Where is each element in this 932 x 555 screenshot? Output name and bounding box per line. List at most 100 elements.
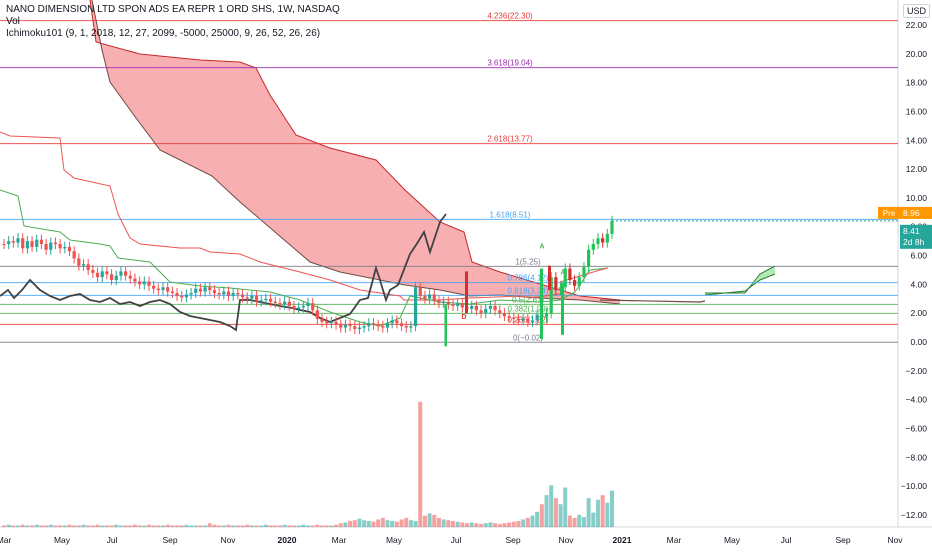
volume-bar — [366, 520, 371, 527]
candle-body — [601, 238, 605, 243]
candle-body — [114, 275, 118, 281]
volume-bar — [343, 522, 348, 527]
x-tick-label: Jul — [451, 535, 462, 545]
candle-body — [498, 310, 502, 314]
volume-bar — [184, 524, 189, 527]
volume-bar — [25, 525, 30, 527]
candle-body — [58, 244, 62, 249]
candle-body — [119, 271, 123, 276]
volume-bar — [132, 524, 137, 527]
volume-bar — [404, 517, 409, 527]
candle-body — [156, 288, 160, 291]
candle-body — [254, 295, 259, 302]
candle-body — [250, 295, 254, 299]
volume-bar — [30, 525, 35, 527]
volume-bar — [310, 525, 315, 527]
candle-body — [474, 305, 478, 311]
currency-button[interactable]: USD — [903, 4, 931, 18]
volume-bar — [76, 525, 81, 527]
volume-bar — [511, 521, 516, 527]
volume-bar — [474, 523, 479, 527]
x-tick-label: Nov — [558, 535, 574, 545]
candle-body — [49, 242, 53, 250]
volume-bar — [525, 517, 530, 527]
volume-bar — [235, 525, 240, 527]
y-tick-label: 2.00 — [910, 308, 927, 318]
volume-bar — [371, 521, 376, 527]
last-price-value: 8.41 — [903, 226, 920, 236]
volume-bar — [207, 523, 212, 527]
volume-bar — [530, 515, 535, 527]
candle-body — [348, 324, 352, 327]
candle-body — [222, 291, 226, 295]
candle-body — [30, 241, 34, 247]
candle-body — [554, 277, 558, 291]
x-tick-label: Mar — [667, 535, 682, 545]
x-tick-label: Nov — [887, 535, 903, 545]
candle-body — [109, 274, 114, 281]
volume-bar — [427, 513, 432, 527]
candle-body — [329, 321, 333, 324]
candle-body — [194, 288, 198, 294]
indicator-legend: Ichimoku101 (9, 1, 2018, 12, 27, 2099, -… — [6, 28, 321, 39]
x-tick-label: May — [54, 535, 71, 545]
volume-bar — [600, 495, 605, 527]
volume-bar — [221, 525, 226, 527]
volume-bar — [479, 523, 484, 527]
volume-bar — [2, 525, 6, 527]
volume-bar — [175, 525, 180, 527]
candle-body — [526, 318, 530, 322]
candle-body — [170, 291, 174, 294]
candle-body — [572, 280, 577, 286]
candle-body — [568, 268, 572, 281]
volume-bar — [11, 525, 16, 527]
volume-bar — [67, 524, 72, 527]
cloud-span-a-line — [89, 0, 621, 301]
volume-bar — [352, 520, 357, 527]
y-tick-label: 20.00 — [906, 49, 928, 59]
volume-bar — [507, 522, 512, 527]
volume-bar — [189, 525, 194, 527]
volume-bar — [34, 524, 39, 527]
volume-bar — [399, 519, 404, 527]
volume-bar — [595, 499, 600, 527]
volume-bar — [95, 524, 100, 527]
volume-bar — [502, 523, 507, 527]
y-tick-label: 12.00 — [906, 164, 928, 174]
candle-body — [381, 326, 385, 328]
volume-bar — [254, 525, 259, 527]
candles-group — [2, 215, 614, 335]
candle-body — [418, 287, 422, 296]
volume-bar — [324, 525, 329, 527]
volume-bar — [263, 524, 268, 527]
volume-bar — [390, 520, 395, 527]
candle-body — [161, 287, 165, 291]
volume-bar — [315, 524, 320, 527]
chart-annotation: A — [560, 269, 565, 276]
y-tick-label: −4.00 — [905, 395, 927, 405]
candle-body — [535, 314, 539, 321]
volume-bar — [291, 525, 296, 527]
pre-price-badge — [900, 206, 932, 219]
candle-body — [493, 305, 497, 311]
volume-bar — [380, 517, 385, 527]
candle-body — [77, 258, 81, 266]
candle-body — [297, 307, 301, 309]
volume-bar — [586, 498, 591, 527]
candle-body — [2, 244, 6, 246]
volume-bar — [422, 515, 427, 527]
candle-body — [428, 294, 432, 299]
candle-body — [413, 287, 418, 327]
candle-body — [44, 244, 48, 250]
green-cloud-bottom — [704, 273, 776, 296]
volume-bar — [296, 525, 301, 527]
candle-body — [320, 318, 324, 322]
volume-bar — [245, 524, 250, 527]
candle-body — [240, 294, 245, 298]
volume-bar — [572, 517, 577, 527]
chart-annotation: A — [539, 243, 544, 250]
candle-body — [287, 301, 291, 306]
candle-body — [390, 320, 394, 324]
